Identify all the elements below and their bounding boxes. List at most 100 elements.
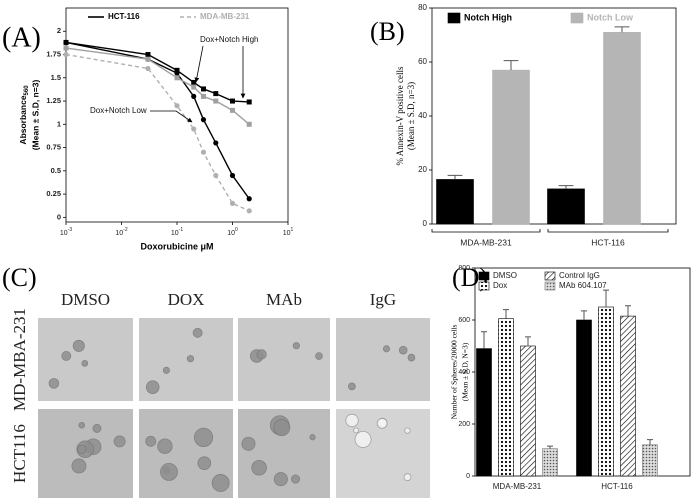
legend-label: DMSO — [493, 271, 517, 280]
marker — [213, 91, 219, 97]
sphere — [197, 456, 212, 470]
legend-swatch — [544, 281, 556, 291]
bar — [603, 31, 641, 225]
y-axis-note: (Mean ± S.D, n=3) — [406, 82, 416, 150]
sphere — [291, 474, 301, 484]
x-tick-base: 10 — [171, 230, 179, 237]
marker — [246, 99, 252, 105]
row-label: MD-MBA-231 — [10, 308, 29, 411]
error-bar — [481, 331, 487, 349]
error-bar — [525, 336, 531, 346]
y-tick-label: 0.25 — [46, 189, 61, 198]
error-bar — [447, 174, 463, 180]
legend-label: Dox — [493, 281, 507, 290]
legend-label: MAb 604.107 — [559, 281, 607, 290]
marker — [174, 75, 180, 81]
marker — [213, 98, 219, 104]
marker — [200, 117, 207, 123]
sphere — [376, 418, 388, 429]
marker — [174, 103, 180, 109]
column-label: MAb — [266, 290, 302, 309]
legend-swatch — [570, 12, 584, 24]
y-tick-label: 1.75 — [46, 50, 61, 59]
y-tick-label: 800 — [458, 265, 470, 272]
category-bracket — [431, 229, 541, 233]
error-bar — [603, 289, 609, 307]
sphere — [145, 435, 157, 447]
category-bracket — [547, 229, 669, 233]
bar — [498, 318, 514, 477]
panel-label: (C) — [2, 263, 37, 292]
x-tick-label: 100 — [227, 227, 238, 237]
y-tick-label: 20 — [418, 165, 427, 174]
legend-swatch — [447, 12, 461, 24]
sphere — [241, 436, 256, 451]
sphere — [404, 427, 411, 434]
bar — [576, 319, 592, 477]
bar — [520, 345, 536, 477]
x-tick-label: 10-3 — [60, 227, 72, 237]
y-tick-label: 0 — [57, 212, 61, 221]
y-tick-label: 1 — [57, 119, 61, 128]
legend-label: MDA-MB-231 — [200, 12, 250, 21]
sphere — [186, 355, 195, 363]
sphere — [211, 474, 230, 492]
marker — [191, 79, 197, 85]
marker — [191, 84, 197, 90]
column-label: DOX — [168, 290, 205, 309]
sphere — [78, 421, 86, 429]
y-tick-label: 200 — [458, 421, 470, 428]
marker — [200, 149, 207, 155]
line — [65, 53, 250, 212]
y-tick-label: 1.25 — [46, 96, 61, 105]
x-tick-label: HCT-116 — [601, 482, 633, 491]
sphere — [48, 378, 60, 389]
arrow — [194, 45, 204, 83]
sphere — [71, 458, 87, 474]
x-tick-exponent: -3 — [68, 227, 73, 233]
y-axis-label: Number of Spheres/20000 cells — [450, 325, 459, 420]
y-tick-label: 2 — [57, 26, 61, 35]
x-tick-exponent: 0 — [235, 227, 238, 233]
panel-label: (B) — [370, 17, 405, 46]
sphere — [354, 430, 372, 448]
marker — [63, 45, 69, 51]
x-tick-base: 10 — [60, 230, 68, 237]
marker — [63, 39, 69, 45]
sphere — [160, 462, 178, 481]
x-tick-exponent: -1 — [179, 227, 184, 233]
bar — [476, 348, 492, 477]
bar — [492, 69, 530, 225]
error-bar — [581, 310, 587, 320]
column-label: IgG — [370, 290, 396, 309]
sphere — [192, 327, 203, 338]
bar — [598, 306, 614, 477]
legend-swatch — [478, 271, 490, 281]
legend-label: Control IgG — [559, 271, 600, 280]
x-tick-exponent: 1 — [291, 227, 294, 233]
bar — [436, 179, 474, 225]
marker — [200, 86, 206, 92]
x-tick-label: 10-1 — [171, 227, 183, 237]
marker — [191, 126, 197, 132]
error-bar — [558, 185, 574, 189]
y-axis-note: (Mean ± S.D, n=3) — [30, 80, 40, 151]
x-tick-label: 10-2 — [115, 227, 127, 237]
sphere — [193, 427, 214, 447]
x-tick-base: 10 — [115, 230, 123, 237]
marker — [246, 121, 252, 127]
sphere — [292, 342, 300, 350]
marker — [63, 51, 69, 58]
y-tick-label: 0 — [423, 219, 428, 228]
legend-label: Notch Low — [587, 12, 634, 22]
panel-label: (A) — [2, 22, 41, 53]
annotation: Dox+Notch High — [200, 35, 258, 44]
sphere — [162, 366, 170, 374]
sphere — [273, 419, 291, 437]
micrograph — [38, 318, 133, 401]
legend-swatch — [478, 281, 490, 291]
x-tick-label: MDA-MB-231 — [460, 237, 512, 247]
sphere — [353, 427, 360, 434]
x-tick-base: 10 — [227, 230, 235, 237]
